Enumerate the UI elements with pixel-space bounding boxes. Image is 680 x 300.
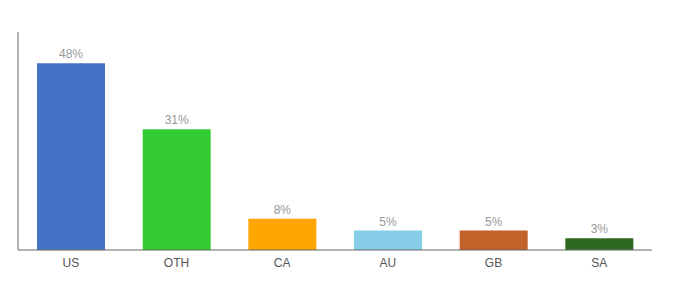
- svg-text:AU: AU: [379, 256, 396, 270]
- svg-text:8%: 8%: [274, 203, 292, 217]
- svg-text:31%: 31%: [165, 113, 189, 127]
- svg-text:SA: SA: [591, 256, 607, 270]
- svg-text:3%: 3%: [591, 222, 609, 236]
- svg-text:48%: 48%: [59, 47, 83, 61]
- svg-text:US: US: [62, 256, 79, 270]
- svg-text:GB: GB: [485, 256, 502, 270]
- svg-text:CA: CA: [274, 256, 291, 270]
- svg-text:5%: 5%: [485, 215, 503, 229]
- svg-text:OTH: OTH: [164, 256, 189, 270]
- svg-text:5%: 5%: [379, 215, 397, 229]
